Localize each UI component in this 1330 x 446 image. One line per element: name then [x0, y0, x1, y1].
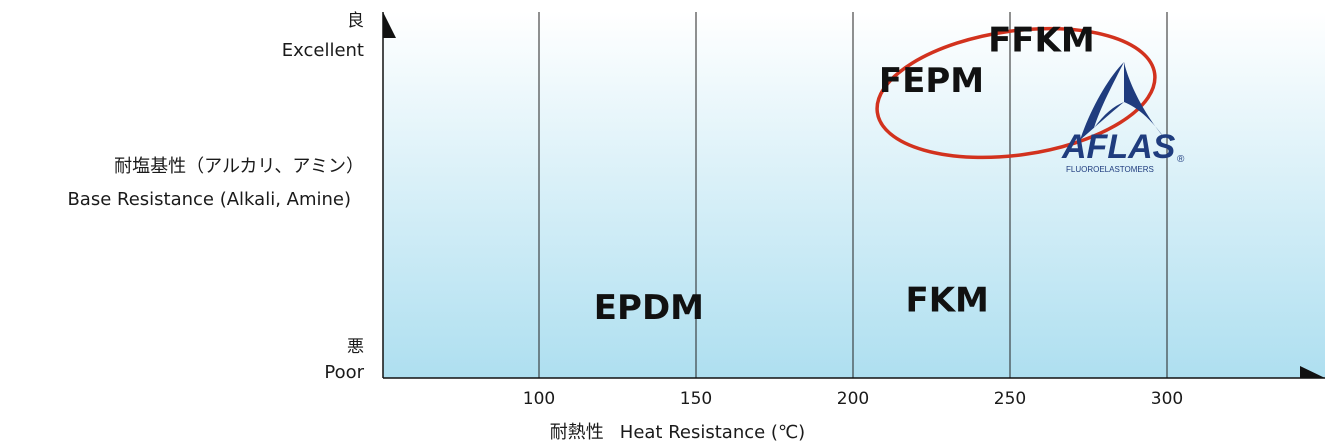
material-label-fkm: FKM: [905, 280, 988, 320]
aflas-logo: AFLAS ® FLUOROELASTOMERS: [1061, 62, 1185, 174]
x-tick-label-200: 200: [837, 389, 869, 409]
plot-background: [383, 12, 1325, 378]
material-label-epdm: EPDM: [594, 288, 704, 328]
x-axis-arrow: [1300, 366, 1325, 378]
x-axis-title: 耐熱性 Heat Resistance (℃): [0, 418, 1330, 444]
y-axis-bottom-label-en: Poor: [324, 362, 364, 383]
aflas-logo-mark: [1080, 62, 1166, 140]
tick-labels: 100 150 200 250 300: [523, 389, 1183, 409]
material-label-ffkm: FFKM: [988, 21, 1095, 61]
aflas-logo-text: AFLAS: [1061, 128, 1176, 166]
gridlines: [538, 12, 1168, 378]
y-axis-title-en: Base Resistance (Alkali, Amine): [67, 189, 351, 210]
x-tick-label-250: 250: [994, 389, 1026, 409]
y-axis-arrow: [383, 12, 396, 38]
highlight-ellipse: [875, 26, 1157, 160]
aflas-logo-subtext: FLUOROELASTOMERS: [1066, 165, 1154, 174]
x-axis-title-jp: 耐熱性: [549, 422, 604, 443]
y-axis-top-label-jp: 良: [347, 11, 364, 31]
y-axis-bottom-label-jp: 悪: [347, 337, 364, 357]
y-axis-title-jp: 耐塩基性（アルカリ、アミン）: [114, 156, 364, 177]
aflas-logo-registered: ®: [1177, 154, 1185, 165]
x-tick-label-150: 150: [680, 389, 712, 409]
x-axis-title-en: Heat Resistance (℃): [619, 422, 806, 443]
x-tick-label-300: 300: [1151, 389, 1183, 409]
x-tick-label-100: 100: [523, 389, 555, 409]
material-label-fepm: FEPM: [879, 61, 984, 101]
y-axis-top-label-en: Excellent: [281, 40, 364, 61]
